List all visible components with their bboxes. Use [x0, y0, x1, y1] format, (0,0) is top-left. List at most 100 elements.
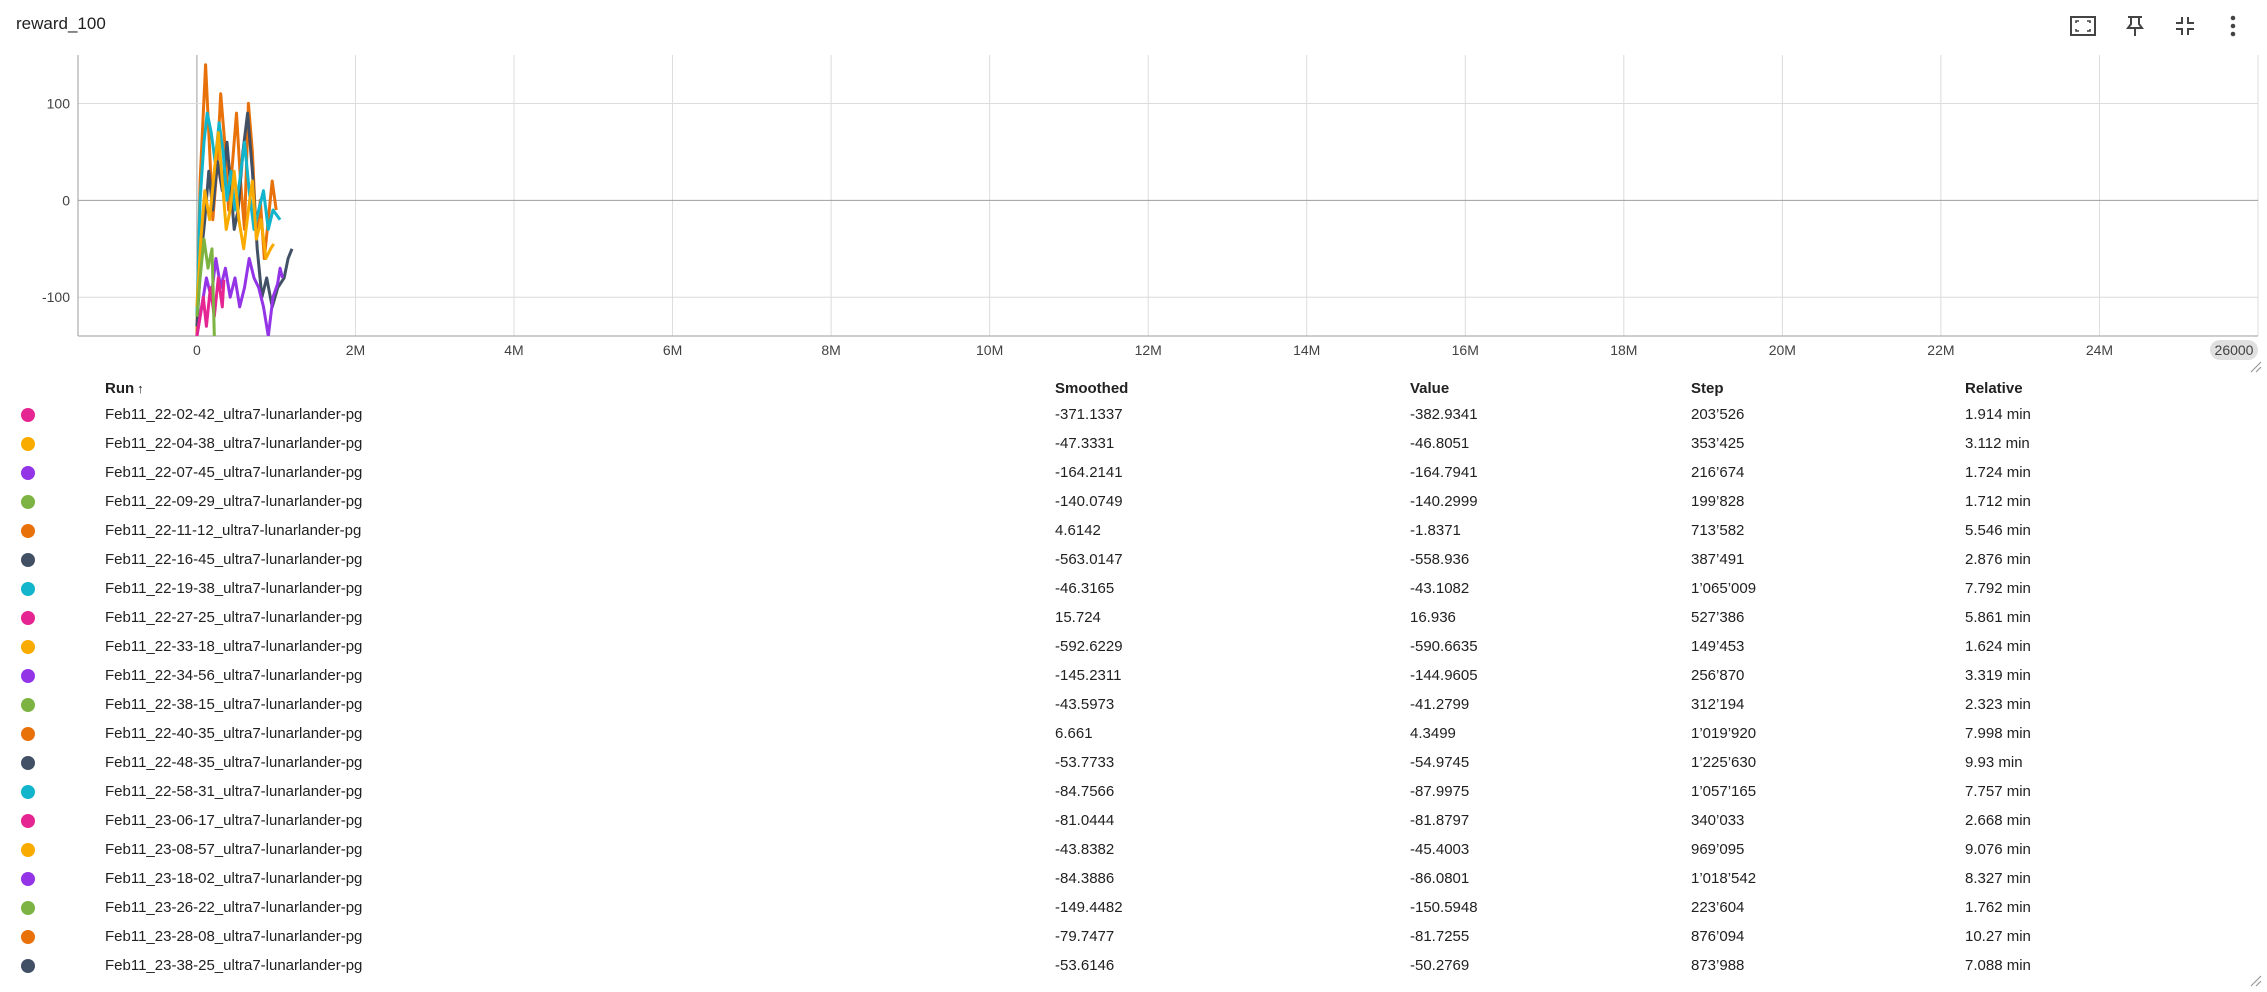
step-value: 312’194	[1691, 696, 1745, 713]
run-color-dot[interactable]	[21, 785, 35, 800]
pin-button[interactable]	[2119, 10, 2151, 42]
run-color-cell	[0, 545, 105, 574]
series-line[interactable]	[195, 237, 216, 346]
run-color-dot[interactable]	[21, 872, 35, 887]
table-row[interactable]: Feb11_22-38-15_ultra7-lunarlander-pg -43.…	[0, 690, 2267, 719]
run-name: Feb11_23-06-17_ultra7-lunarlander-pg	[105, 812, 363, 829]
smoothed-value: -563.0147	[1055, 551, 1123, 568]
series-line[interactable]	[195, 131, 275, 307]
table-row[interactable]: Feb11_22-02-42_ultra7-lunarlander-pg -371…	[0, 400, 2267, 429]
x-tick-label: 14M	[1293, 342, 1320, 358]
run-color-dot[interactable]	[21, 611, 35, 626]
run-color-dot[interactable]	[21, 553, 35, 568]
run-color-dot[interactable]	[21, 843, 35, 858]
run-color-dot[interactable]	[21, 814, 35, 829]
chart-resize-grip[interactable]	[2250, 360, 2262, 373]
step-value: 1’019’920	[1691, 725, 1757, 742]
relative-time: 2.876 min	[1965, 551, 2031, 568]
raw-value: -43.1082	[1410, 580, 1470, 597]
run-name: Feb11_22-48-35_ultra7-lunarlander-pg	[105, 754, 363, 771]
y-tick-label: -100	[42, 289, 70, 305]
table-row[interactable]: Feb11_22-19-38_ultra7-lunarlander-pg -46.…	[0, 574, 2267, 603]
table-row[interactable]: Feb11_22-27-25_ultra7-lunarlander-pg 15.7…	[0, 603, 2267, 632]
raw-value: -46.8051	[1410, 435, 1470, 452]
run-name: Feb11_22-40-35_ultra7-lunarlander-pg	[105, 725, 363, 742]
relative-time: 1.914 min	[1965, 406, 2031, 423]
table-row[interactable]: Feb11_22-58-31_ultra7-lunarlander-pg -84.…	[0, 777, 2267, 806]
table-row[interactable]: Feb11_23-18-02_ultra7-lunarlander-pg -84.…	[0, 864, 2267, 893]
run-color-cell	[0, 835, 105, 864]
collapse-button[interactable]	[2169, 10, 2201, 42]
run-name: Feb11_23-26-22_ultra7-lunarlander-pg	[105, 899, 363, 916]
table-row[interactable]: Feb11_23-26-22_ultra7-lunarlander-pg -149…	[0, 893, 2267, 922]
run-color-dot[interactable]	[21, 466, 35, 481]
run-color-dot[interactable]	[21, 495, 35, 510]
smoothed-value: -46.3165	[1055, 580, 1115, 597]
run-color-cell	[0, 400, 105, 429]
run-color-cell	[0, 864, 105, 893]
run-name: Feb11_22-27-25_ultra7-lunarlander-pg	[105, 609, 363, 626]
table-row[interactable]: Feb11_22-04-38_ultra7-lunarlander-pg -47.…	[0, 429, 2267, 458]
raw-value: -86.0801	[1410, 870, 1470, 887]
x-tick-label: 22M	[1927, 342, 1954, 358]
smoothed-value: -53.7733	[1055, 754, 1115, 771]
table-resize-grip[interactable]	[2250, 974, 2262, 987]
run-color-dot[interactable]	[21, 669, 35, 684]
table-row[interactable]: Feb11_22-33-18_ultra7-lunarlander-pg -592…	[0, 632, 2267, 661]
table-row[interactable]: Feb11_23-06-17_ultra7-lunarlander-pg -81.…	[0, 806, 2267, 835]
run-column-header[interactable]: Run ↑	[105, 376, 1055, 400]
run-color-dot[interactable]	[21, 930, 35, 945]
raw-value: -81.8797	[1410, 812, 1470, 829]
run-color-dot[interactable]	[21, 524, 35, 539]
run-name: Feb11_22-02-42_ultra7-lunarlander-pg	[105, 406, 363, 423]
step-value: 1’057’165	[1691, 783, 1757, 800]
runs-table-body: Feb11_22-02-42_ultra7-lunarlander-pg -371…	[0, 400, 2267, 980]
run-color-dot[interactable]	[21, 959, 35, 974]
run-color-dot[interactable]	[21, 698, 35, 713]
run-color-cell	[0, 806, 105, 835]
run-name: Feb11_22-16-45_ultra7-lunarlander-pg	[105, 551, 363, 568]
y-tick-label: 100	[47, 95, 71, 111]
table-row[interactable]: Feb11_22-34-56_ultra7-lunarlander-pg -145…	[0, 661, 2267, 690]
run-color-dot[interactable]	[21, 408, 35, 423]
smoothed-value: -140.0749	[1055, 493, 1123, 510]
fit-domain-icon	[2069, 14, 2097, 38]
smoothed-column-header[interactable]: Smoothed	[1055, 379, 1129, 397]
table-row[interactable]: Feb11_22-40-35_ultra7-lunarlander-pg 6.66…	[0, 719, 2267, 748]
table-row[interactable]: Feb11_22-48-35_ultra7-lunarlander-pg -53.…	[0, 748, 2267, 777]
run-name: Feb11_23-38-25_ultra7-lunarlander-pg	[105, 957, 363, 974]
series-line[interactable]	[195, 276, 226, 336]
run-color-dot[interactable]	[21, 756, 35, 771]
more-options-button[interactable]	[2217, 10, 2249, 42]
run-color-dot[interactable]	[21, 901, 35, 916]
table-row[interactable]: Feb11_22-09-29_ultra7-lunarlander-pg -140…	[0, 487, 2267, 516]
fit-domain-button[interactable]	[2067, 10, 2099, 42]
value-column-header[interactable]: Value	[1410, 379, 1450, 397]
run-color-dot[interactable]	[21, 437, 35, 452]
run-color-cell	[0, 574, 105, 603]
table-row[interactable]: Feb11_23-38-25_ultra7-lunarlander-pg -53.…	[0, 951, 2267, 980]
table-row[interactable]: Feb11_23-28-08_ultra7-lunarlander-pg -79.…	[0, 922, 2267, 951]
raw-value: -81.7255	[1410, 928, 1470, 945]
run-name: Feb11_22-07-45_ultra7-lunarlander-pg	[105, 464, 363, 481]
raw-value: -144.9605	[1410, 667, 1478, 684]
run-color-dot[interactable]	[21, 640, 35, 655]
table-row[interactable]: Feb11_22-07-45_ultra7-lunarlander-pg -164…	[0, 458, 2267, 487]
run-name: Feb11_22-58-31_ultra7-lunarlander-pg	[105, 783, 363, 800]
run-color-dot[interactable]	[21, 727, 35, 742]
table-row[interactable]: Feb11_22-16-45_ultra7-lunarlander-pg -563…	[0, 545, 2267, 574]
step-column-header[interactable]: Step	[1691, 379, 1724, 397]
step-value: 969’095	[1691, 841, 1745, 858]
relative-time: 10.27 min	[1965, 928, 2031, 945]
run-color-cell	[0, 748, 105, 777]
table-row[interactable]: Feb11_22-11-12_ultra7-lunarlander-pg 4.61…	[0, 516, 2267, 545]
line-chart[interactable]: 0 2M 4M 6M 8M 10M 12M 14M 16M 18M 20M 22M 24M 100 0 -10…	[0, 50, 2267, 380]
relative-time: 9.076 min	[1965, 841, 2031, 858]
run-color-cell	[0, 690, 105, 719]
step-value: 713’582	[1691, 522, 1745, 539]
relative-column-header[interactable]: Relative	[1965, 379, 2023, 397]
run-color-dot[interactable]	[21, 582, 35, 597]
table-row[interactable]: Feb11_23-08-57_ultra7-lunarlander-pg -43.…	[0, 835, 2267, 864]
raw-value: -164.7941	[1410, 464, 1478, 481]
step-value: 203’526	[1691, 406, 1745, 423]
